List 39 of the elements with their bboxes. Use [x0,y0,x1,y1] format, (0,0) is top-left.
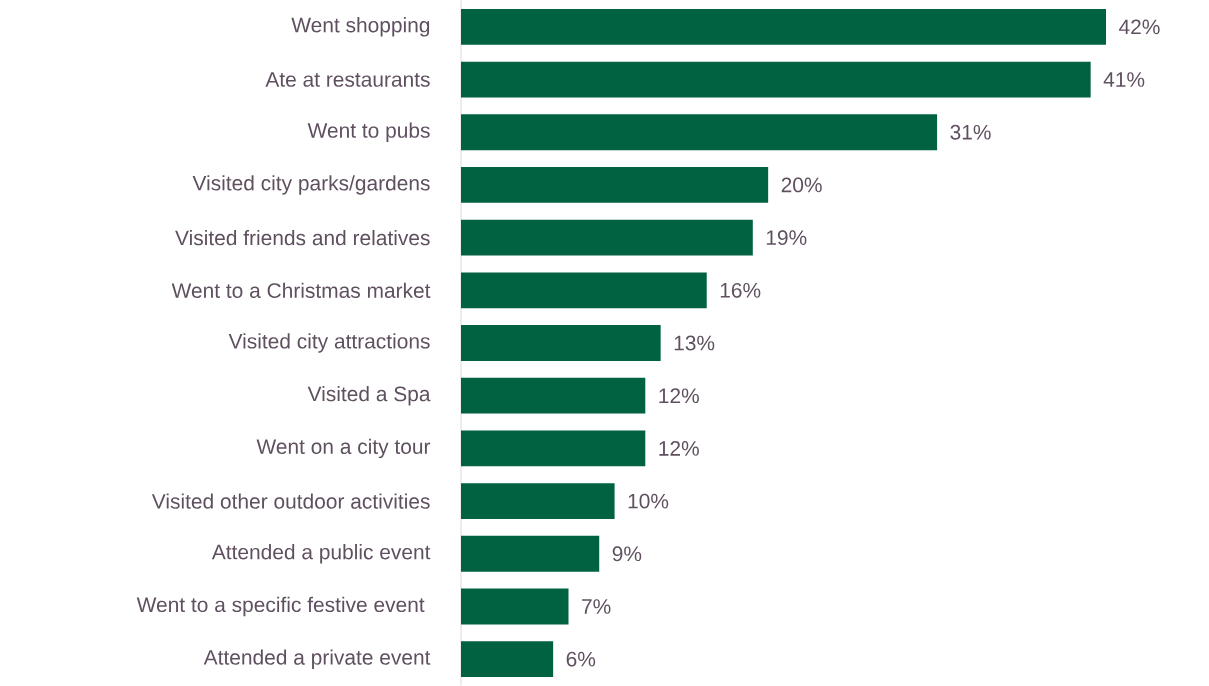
data-label: 7% [582,599,611,614]
bar [461,430,646,467]
bar [461,61,1091,98]
data-label: 12% [659,441,699,456]
y-tick-label: Ate at restaurants [265,72,430,87]
data-label: 42% [1119,19,1160,35]
bar [461,377,646,414]
data-label: 13% [674,335,715,351]
y-tick-label: Attended a public event [211,544,431,564]
y-tick-label: Visited a Spa [307,385,431,406]
y-tick-label: Went to a Christmas market [171,282,431,298]
data-label: 20% [781,177,822,193]
data-label: 10% [628,493,669,509]
data-label: 19% [766,230,807,246]
data-label: 6% [566,651,596,667]
y-tick-label: Visited city attractions [228,333,430,353]
bar [461,483,615,519]
y-tick-label: Visited city parks/gardens [192,175,430,195]
y-tick-label: Went to a specific festive event [136,596,425,617]
bar [461,535,600,572]
y-tick-label: Visited other outdoor activities [151,493,430,509]
bar [461,272,707,309]
y-tick-label: Visited friends and relatives [175,229,430,246]
bar [461,167,769,203]
y-tick-label: Went shopping [291,17,430,37]
bar [461,114,938,151]
bar [461,325,661,361]
bar [461,588,569,625]
y-tick-label: Went to pubs [307,122,430,142]
data-label: 16% [720,282,761,298]
data-label: 9% [612,546,642,562]
data-label: 31% [950,124,991,140]
data-label: 12% [659,388,699,404]
bar [461,219,753,256]
bar [461,8,1107,45]
bar [461,641,554,678]
y-tick-label: Went on a city tour [256,438,431,459]
y-tick-label: Attended a private event [203,649,431,669]
data-label: 41% [1103,72,1145,87]
